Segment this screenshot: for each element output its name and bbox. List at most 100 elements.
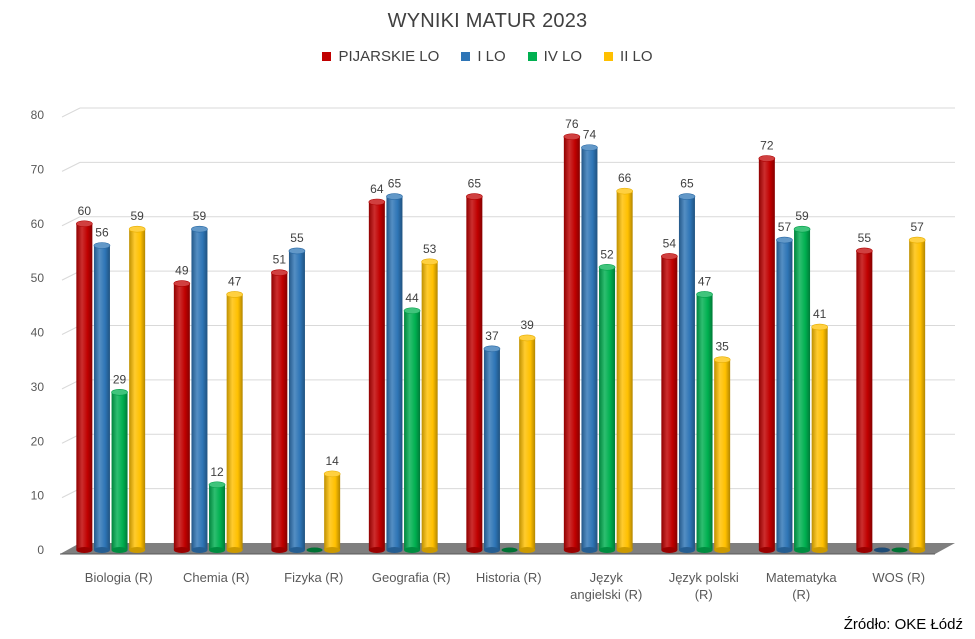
bar <box>519 337 536 550</box>
y-tick-label: 30 <box>31 380 45 394</box>
bar-top <box>191 225 208 233</box>
bar-top <box>518 334 536 342</box>
legend-label: I LO <box>477 48 506 65</box>
x-tick-line: (R) <box>792 587 810 602</box>
data-label: 51 <box>273 253 287 267</box>
data-label: 56 <box>95 226 109 240</box>
bar-top <box>466 193 483 200</box>
bar-base <box>696 547 713 553</box>
bar-top <box>598 263 616 271</box>
bar <box>271 272 288 550</box>
data-label: 47 <box>698 274 712 288</box>
x-tick-label: Fizyka (R) <box>284 570 343 585</box>
bar <box>483 348 500 550</box>
y-tick-label: 50 <box>31 271 45 285</box>
x-tick-label: Język angielski (R) <box>570 570 642 602</box>
data-label: 59 <box>795 209 809 223</box>
bar <box>563 136 580 550</box>
data-label: 65 <box>468 177 482 191</box>
bar <box>776 240 793 550</box>
y-tick-label: 60 <box>31 217 45 231</box>
x-tick-label: Biologia (R) <box>85 570 153 585</box>
bar-top <box>483 345 501 353</box>
x-tick-line: WOS (R) <box>872 570 925 585</box>
bar-top <box>661 253 678 260</box>
data-label: 60 <box>78 204 92 218</box>
x-tick-line: Geografia (R) <box>372 570 451 585</box>
x-tick-line: Biologia (R) <box>85 570 153 585</box>
data-label: 29 <box>113 372 127 386</box>
bar-base <box>581 547 598 553</box>
bar-top <box>323 470 341 478</box>
bar-top <box>386 193 403 200</box>
bar-base <box>811 547 828 553</box>
data-label: 76 <box>565 117 579 131</box>
bar-top <box>76 220 93 228</box>
bar <box>209 484 226 550</box>
legend-label: II LO <box>620 48 653 65</box>
legend-label: PIJARSKIE LO <box>338 48 440 65</box>
data-label: 37 <box>485 329 499 343</box>
bar-top <box>856 247 873 255</box>
chart-legend: PIJARSKIE LO I LO IV LO II LO <box>0 48 975 65</box>
data-label: 65 <box>388 177 402 191</box>
bar <box>616 191 633 550</box>
data-label: 14 <box>325 454 339 468</box>
bar-top <box>908 236 926 244</box>
bar <box>173 283 190 550</box>
bar-base <box>519 547 536 553</box>
y-tick-label: 10 <box>31 489 45 503</box>
chart-title: WYNIKI MATUR 2023 <box>387 10 588 32</box>
bar-base <box>173 547 190 553</box>
bar-base <box>483 547 500 553</box>
bar <box>794 229 811 550</box>
bar-top <box>111 389 128 396</box>
bar <box>226 294 243 550</box>
bar-base <box>856 547 873 553</box>
data-label: 53 <box>423 242 437 256</box>
bar <box>599 267 616 550</box>
y-tick-label: 80 <box>31 108 45 122</box>
legend-item: II LO <box>604 48 653 65</box>
bar-base <box>368 547 385 553</box>
bar-base <box>466 547 483 553</box>
legend-swatch <box>604 52 614 61</box>
bar-base <box>678 547 695 553</box>
bar-top <box>208 481 226 489</box>
x-tick-line: Fizyka (R) <box>284 570 343 585</box>
bar <box>404 310 421 550</box>
bar <box>661 256 678 550</box>
legend-swatch <box>461 52 471 61</box>
bar <box>678 196 695 550</box>
bar-base <box>93 547 110 553</box>
x-tick-line: Matematyka <box>766 570 838 585</box>
x-tick-label: Chemia (R) <box>183 570 249 585</box>
data-label: 35 <box>715 340 729 354</box>
bar-base <box>288 547 305 553</box>
data-label: 44 <box>405 291 419 305</box>
bar <box>386 196 403 550</box>
bar-top <box>271 269 288 276</box>
bar-base <box>76 547 93 553</box>
bar-base <box>563 547 580 553</box>
bar <box>76 223 93 550</box>
data-label: 64 <box>370 182 384 196</box>
bar-base <box>714 547 731 553</box>
data-label: 55 <box>858 231 872 245</box>
data-label: 59 <box>130 209 144 223</box>
bar-top <box>93 242 111 249</box>
legend-item: PIJARSKIE LO <box>322 48 439 65</box>
gridline-side <box>61 216 81 227</box>
bar-base <box>209 547 226 553</box>
bar-base <box>758 547 775 553</box>
bar-base <box>324 547 341 553</box>
source-note: Źródło: OKE Łódź <box>843 616 963 633</box>
bar-top <box>128 225 146 233</box>
y-tick-label: 0 <box>37 543 44 557</box>
data-label: 66 <box>618 171 632 185</box>
bar-base <box>909 547 926 553</box>
x-tick-line: Język <box>590 570 624 585</box>
bar-top <box>226 291 243 298</box>
x-tick-label: Historia (R) <box>476 570 542 585</box>
